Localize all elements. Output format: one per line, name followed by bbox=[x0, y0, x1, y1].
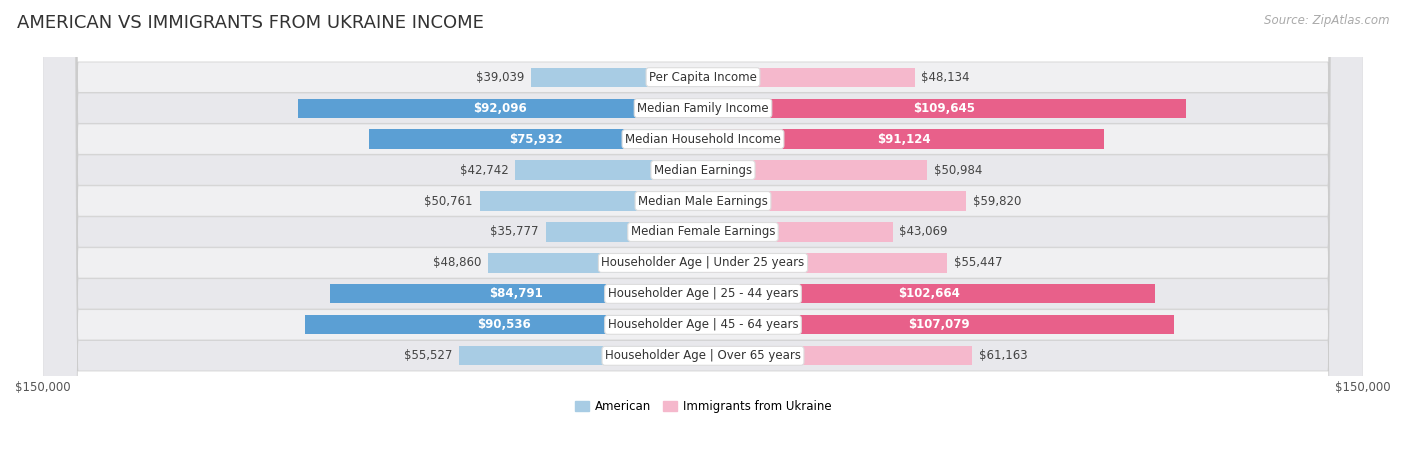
Text: $75,932: $75,932 bbox=[509, 133, 562, 146]
Text: $91,124: $91,124 bbox=[877, 133, 931, 146]
Legend: American, Immigrants from Ukraine: American, Immigrants from Ukraine bbox=[569, 396, 837, 418]
Text: $50,984: $50,984 bbox=[934, 163, 983, 177]
Text: $42,742: $42,742 bbox=[460, 163, 509, 177]
Text: $92,096: $92,096 bbox=[474, 102, 527, 114]
Bar bbox=[330, 284, 703, 304]
Text: $109,645: $109,645 bbox=[914, 102, 976, 114]
Text: Median Female Earnings: Median Female Earnings bbox=[631, 226, 775, 239]
Text: AMERICAN VS IMMIGRANTS FROM UKRAINE INCOME: AMERICAN VS IMMIGRANTS FROM UKRAINE INCO… bbox=[17, 14, 484, 32]
FancyBboxPatch shape bbox=[42, 0, 1364, 467]
Text: Per Capita Income: Per Capita Income bbox=[650, 71, 756, 84]
Text: $50,761: $50,761 bbox=[425, 195, 472, 207]
Bar bbox=[703, 191, 966, 211]
Text: Median Male Earnings: Median Male Earnings bbox=[638, 195, 768, 207]
Text: Median Household Income: Median Household Income bbox=[626, 133, 780, 146]
Bar bbox=[703, 315, 1174, 334]
FancyBboxPatch shape bbox=[42, 0, 1364, 467]
Bar bbox=[368, 129, 703, 149]
Text: $43,069: $43,069 bbox=[900, 226, 948, 239]
Bar bbox=[703, 222, 893, 241]
FancyBboxPatch shape bbox=[42, 0, 1364, 467]
Bar bbox=[298, 99, 703, 118]
Bar bbox=[703, 99, 1185, 118]
Text: Source: ZipAtlas.com: Source: ZipAtlas.com bbox=[1264, 14, 1389, 27]
Bar bbox=[488, 253, 703, 273]
Text: $35,777: $35,777 bbox=[491, 226, 538, 239]
Text: Householder Age | Under 25 years: Householder Age | Under 25 years bbox=[602, 256, 804, 269]
Text: $61,163: $61,163 bbox=[979, 349, 1028, 362]
Text: $59,820: $59,820 bbox=[973, 195, 1021, 207]
Bar bbox=[458, 346, 703, 365]
Text: Median Family Income: Median Family Income bbox=[637, 102, 769, 114]
Text: Householder Age | Over 65 years: Householder Age | Over 65 years bbox=[605, 349, 801, 362]
Bar bbox=[531, 68, 703, 87]
Text: $90,536: $90,536 bbox=[477, 318, 530, 332]
Bar bbox=[703, 68, 915, 87]
Text: Householder Age | 25 - 44 years: Householder Age | 25 - 44 years bbox=[607, 287, 799, 300]
FancyBboxPatch shape bbox=[42, 0, 1364, 467]
FancyBboxPatch shape bbox=[42, 0, 1364, 467]
Text: $84,791: $84,791 bbox=[489, 287, 543, 300]
Bar bbox=[479, 191, 703, 211]
Bar bbox=[703, 129, 1104, 149]
FancyBboxPatch shape bbox=[42, 0, 1364, 467]
Bar bbox=[703, 253, 948, 273]
Bar bbox=[703, 161, 928, 180]
Bar bbox=[703, 284, 1154, 304]
Text: $39,039: $39,039 bbox=[477, 71, 524, 84]
Text: Householder Age | 45 - 64 years: Householder Age | 45 - 64 years bbox=[607, 318, 799, 332]
FancyBboxPatch shape bbox=[42, 0, 1364, 467]
Text: $107,079: $107,079 bbox=[908, 318, 970, 332]
Text: $55,447: $55,447 bbox=[953, 256, 1002, 269]
FancyBboxPatch shape bbox=[42, 0, 1364, 467]
FancyBboxPatch shape bbox=[42, 0, 1364, 467]
Text: $55,527: $55,527 bbox=[404, 349, 451, 362]
Text: Median Earnings: Median Earnings bbox=[654, 163, 752, 177]
Text: $102,664: $102,664 bbox=[898, 287, 960, 300]
Bar bbox=[703, 346, 972, 365]
FancyBboxPatch shape bbox=[42, 0, 1364, 467]
Bar bbox=[515, 161, 703, 180]
Text: $48,134: $48,134 bbox=[921, 71, 970, 84]
Bar bbox=[546, 222, 703, 241]
Text: $48,860: $48,860 bbox=[433, 256, 481, 269]
Bar bbox=[305, 315, 703, 334]
